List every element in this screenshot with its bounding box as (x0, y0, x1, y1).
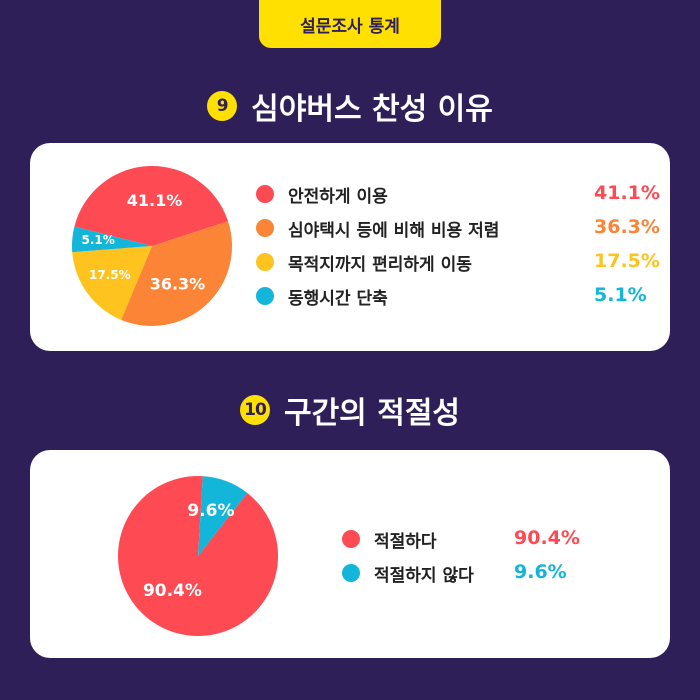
pie-slice-1-2 (121, 221, 233, 326)
survey-badge: 설문조사 통계 (259, 0, 441, 48)
pie-label-2-1: 90.4% (143, 581, 202, 601)
legend-value: 90.4% (514, 527, 580, 549)
pie-label-1-1: 41.1% (127, 191, 183, 210)
number-badge-9: 9 (207, 91, 238, 121)
pie-slice-1-3 (72, 246, 152, 320)
legend-label: 안전하게 이용 (288, 186, 388, 207)
chart-card-1: 41.1% 36.3% 17.5% 5.1% 안전하게 이용 41.1% 심야택시 등에 … (30, 143, 670, 351)
legend-dot-icon (256, 219, 274, 237)
legend-item: 안전하게 이용 (256, 179, 388, 209)
legend-label: 동행시간 단축 (288, 288, 388, 309)
legend-label: 심야택시 등에 비해 비용 저렴 (288, 220, 500, 241)
legend-item: 심야택시 등에 비해 비용 저렴 (256, 213, 499, 243)
chart-card-2: 90.4% 9.6% 적절하다 90.4% 적절하지 않다 9.6% (30, 450, 670, 658)
pie-label-2-2: 9.6% (187, 501, 234, 521)
legend-value: 9.6% (514, 561, 567, 583)
legend-value: 36.3% (594, 216, 660, 238)
legend-dot-icon (342, 530, 360, 548)
legend-label: 목적지까지 편리하게 이동 (288, 254, 472, 275)
pie-slice-1-4 (72, 226, 152, 253)
pie-label-1-2: 36.3% (150, 275, 206, 294)
pie-chart-1: 41.1% 36.3% 17.5% 5.1% (72, 166, 233, 326)
legend-label: 적절하다 (374, 531, 437, 552)
pie-label-1-3: 17.5% (89, 268, 131, 282)
section-title-2: 10 구간의 적절성 (0, 388, 700, 432)
legend-value: 17.5% (594, 250, 660, 272)
pie-label-1-4: 5.1% (82, 233, 115, 247)
legend-item: 적절하지 않다 (342, 558, 474, 588)
pie-slice-1-1 (74, 166, 229, 246)
legend-dot-icon (256, 253, 274, 271)
legend-dot-icon (256, 185, 274, 203)
legend-value: 41.1% (594, 182, 660, 204)
legend-label: 적절하지 않다 (374, 565, 474, 586)
chart-title-2: 구간의 적절성 (283, 396, 461, 431)
legend-item: 적절하다 (342, 524, 437, 554)
legend-dot-icon (256, 287, 274, 305)
section-title-1: 9 심야버스 찬성 이유 (0, 84, 700, 128)
legend-item: 목적지까지 편리하게 이동 (256, 247, 472, 277)
chart-title-1: 심야버스 찬성 이유 (251, 92, 493, 127)
legend-dot-icon (342, 564, 360, 582)
pie-chart-2: 90.4% 9.6% (118, 476, 278, 636)
pie-slice-2-2 (198, 476, 248, 556)
legend-item: 동행시간 단축 (256, 281, 388, 311)
legend-value: 5.1% (594, 284, 647, 306)
number-badge-10: 10 (239, 395, 270, 425)
